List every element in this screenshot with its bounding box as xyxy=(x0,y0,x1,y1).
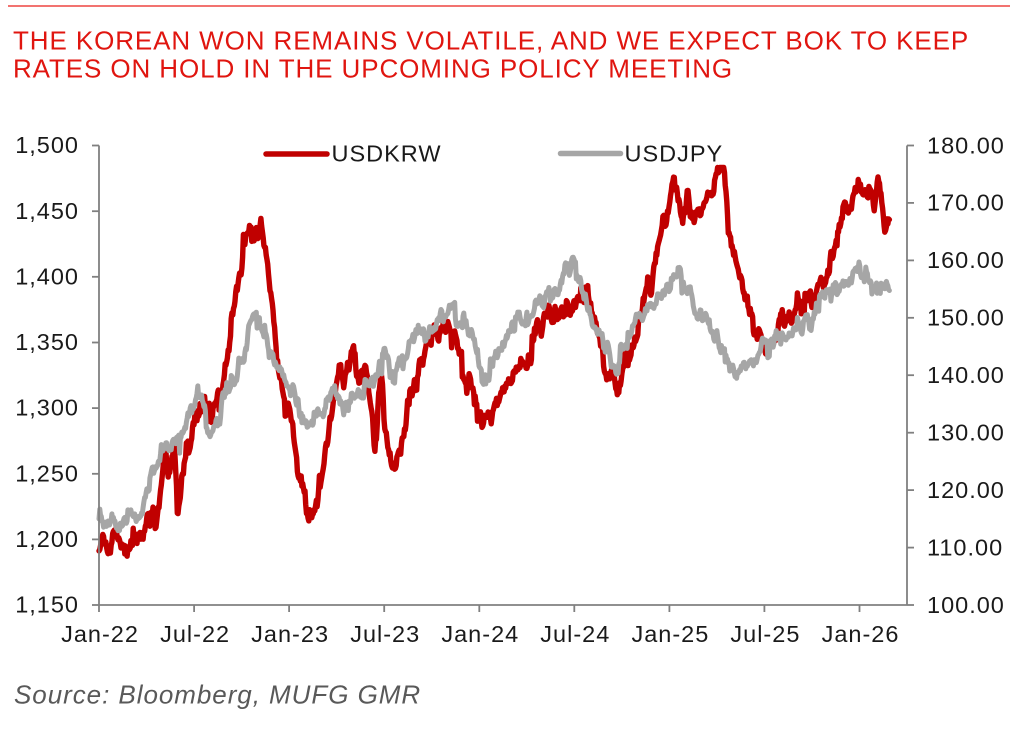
svg-text:1,450: 1,450 xyxy=(15,198,79,224)
svg-text:130.00: 130.00 xyxy=(927,420,1005,446)
svg-text:1,150: 1,150 xyxy=(15,592,79,618)
svg-text:Jul-22: Jul-22 xyxy=(160,621,230,647)
svg-text:1,350: 1,350 xyxy=(15,329,79,355)
svg-text:Source: Bloomberg, MUFG GMR: Source: Bloomberg, MUFG GMR xyxy=(14,679,421,709)
svg-text:1,500: 1,500 xyxy=(15,132,79,158)
svg-text:120.00: 120.00 xyxy=(927,477,1005,503)
svg-text:Jan-24: Jan-24 xyxy=(441,621,519,647)
svg-text:USDKRW: USDKRW xyxy=(332,140,442,166)
svg-text:Jan-23: Jan-23 xyxy=(251,621,329,647)
svg-text:110.00: 110.00 xyxy=(927,534,1003,560)
svg-text:150.00: 150.00 xyxy=(927,305,1005,331)
svg-text:RATES ON HOLD IN THE UPCOMING: RATES ON HOLD IN THE UPCOMING POLICY MEE… xyxy=(13,54,733,84)
svg-text:Jan-26: Jan-26 xyxy=(822,621,900,647)
svg-text:Jul-24: Jul-24 xyxy=(540,621,610,647)
svg-text:170.00: 170.00 xyxy=(927,190,1005,216)
svg-text:160.00: 160.00 xyxy=(927,247,1005,273)
svg-text:1,400: 1,400 xyxy=(15,263,79,289)
svg-text:THE KOREAN WON REMAINS VOLATIL: THE KOREAN WON REMAINS VOLATILE, AND WE … xyxy=(13,26,969,56)
svg-text:140.00: 140.00 xyxy=(927,362,1005,388)
svg-text:Jan-25: Jan-25 xyxy=(631,621,709,647)
svg-text:Jul-23: Jul-23 xyxy=(350,621,420,647)
svg-text:100.00: 100.00 xyxy=(927,592,1005,618)
svg-text:1,300: 1,300 xyxy=(15,395,79,421)
svg-text:180.00: 180.00 xyxy=(927,132,1005,158)
svg-text:1,250: 1,250 xyxy=(15,460,79,486)
svg-text:Jan-22: Jan-22 xyxy=(61,621,139,647)
svg-text:Jul-25: Jul-25 xyxy=(730,621,800,647)
svg-text:USDJPY: USDJPY xyxy=(625,140,724,166)
svg-text:1,200: 1,200 xyxy=(15,526,79,552)
